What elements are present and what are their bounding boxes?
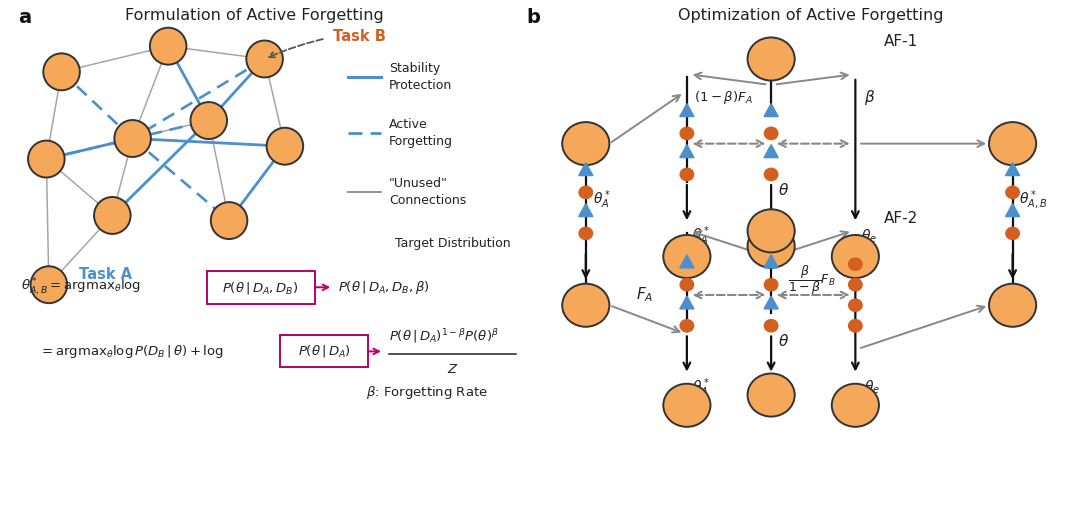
Polygon shape bbox=[1005, 163, 1020, 175]
Polygon shape bbox=[764, 104, 779, 116]
Circle shape bbox=[765, 320, 778, 332]
Text: Stability
Protection: Stability Protection bbox=[389, 62, 453, 92]
Text: $\theta^*_{A,B}$: $\theta^*_{A,B}$ bbox=[1020, 188, 1048, 212]
Circle shape bbox=[989, 122, 1036, 165]
Text: Task B: Task B bbox=[333, 29, 386, 45]
Circle shape bbox=[563, 284, 609, 327]
Circle shape bbox=[150, 28, 187, 65]
Text: $\theta^*_A$: $\theta^*_A$ bbox=[692, 225, 711, 247]
Polygon shape bbox=[764, 145, 779, 157]
Text: $P(\theta\,|\,D_A,D_B)$: $P(\theta\,|\,D_A,D_B)$ bbox=[222, 280, 299, 295]
Circle shape bbox=[849, 279, 862, 291]
Polygon shape bbox=[764, 296, 779, 309]
Text: Optimization of Active Forgetting: Optimization of Active Forgetting bbox=[677, 8, 943, 23]
Circle shape bbox=[765, 279, 778, 291]
Polygon shape bbox=[579, 163, 593, 175]
Polygon shape bbox=[1005, 204, 1020, 216]
Text: $P(\theta\,|\,D_A,D_B,\beta)$: $P(\theta\,|\,D_A,D_B,\beta)$ bbox=[338, 279, 430, 296]
Text: Task A: Task A bbox=[79, 267, 133, 282]
Circle shape bbox=[267, 128, 303, 165]
Polygon shape bbox=[679, 255, 694, 268]
Circle shape bbox=[747, 373, 795, 417]
Text: b: b bbox=[527, 8, 541, 27]
Text: $\theta^*_A$: $\theta^*_A$ bbox=[692, 376, 711, 399]
Circle shape bbox=[1005, 186, 1020, 199]
Circle shape bbox=[30, 266, 67, 303]
Circle shape bbox=[663, 384, 711, 427]
Text: $\theta$: $\theta$ bbox=[778, 182, 788, 198]
Polygon shape bbox=[679, 104, 694, 116]
Text: $\theta^*_A$: $\theta^*_A$ bbox=[593, 189, 610, 211]
Circle shape bbox=[43, 53, 80, 90]
Circle shape bbox=[747, 225, 795, 268]
Text: $\theta_e$: $\theta_e$ bbox=[864, 379, 880, 396]
Circle shape bbox=[849, 258, 862, 270]
Text: Target Distribution: Target Distribution bbox=[394, 237, 510, 250]
Text: $\theta$: $\theta$ bbox=[778, 333, 788, 349]
Circle shape bbox=[211, 202, 247, 239]
Circle shape bbox=[680, 279, 693, 291]
Circle shape bbox=[579, 227, 593, 240]
Text: $F_A$: $F_A$ bbox=[636, 286, 653, 304]
Text: AF-1: AF-1 bbox=[883, 33, 918, 49]
Text: $= \mathrm{argmax}_\theta \log P(D_B\,|\,\theta) + \log$: $= \mathrm{argmax}_\theta \log P(D_B\,|\… bbox=[39, 343, 224, 360]
Text: $Z$: $Z$ bbox=[447, 363, 458, 376]
Text: $\theta_e$: $\theta_e$ bbox=[861, 227, 877, 245]
Circle shape bbox=[28, 141, 65, 177]
Circle shape bbox=[765, 127, 778, 140]
Circle shape bbox=[94, 197, 131, 234]
Text: a: a bbox=[18, 8, 31, 27]
Circle shape bbox=[849, 320, 862, 332]
Polygon shape bbox=[679, 145, 694, 157]
Circle shape bbox=[663, 235, 711, 278]
Text: Active
Forgetting: Active Forgetting bbox=[389, 119, 453, 148]
Text: "Unused"
Connections: "Unused" Connections bbox=[389, 177, 467, 207]
Circle shape bbox=[579, 186, 593, 199]
Text: $\dfrac{\beta}{1-\beta}F_B$: $\dfrac{\beta}{1-\beta}F_B$ bbox=[788, 263, 836, 297]
Circle shape bbox=[114, 120, 151, 157]
Text: Formulation of Active Forgetting: Formulation of Active Forgetting bbox=[125, 8, 383, 23]
Circle shape bbox=[832, 384, 879, 427]
Text: $\beta$: Forgetting Rate: $\beta$: Forgetting Rate bbox=[366, 384, 488, 401]
Circle shape bbox=[747, 37, 795, 81]
Circle shape bbox=[680, 127, 693, 140]
Polygon shape bbox=[764, 255, 779, 268]
Circle shape bbox=[989, 284, 1036, 327]
Circle shape bbox=[246, 41, 283, 77]
Circle shape bbox=[765, 168, 778, 181]
Circle shape bbox=[747, 209, 795, 252]
Circle shape bbox=[849, 299, 862, 311]
Text: AF-2: AF-2 bbox=[883, 210, 918, 226]
Text: $(1-\beta)F_A$: $(1-\beta)F_A$ bbox=[693, 89, 753, 106]
Circle shape bbox=[190, 102, 227, 139]
Circle shape bbox=[563, 122, 609, 165]
Circle shape bbox=[1005, 227, 1020, 240]
Text: $P(\theta\,|\,D_A)$: $P(\theta\,|\,D_A)$ bbox=[298, 343, 351, 359]
Circle shape bbox=[680, 320, 693, 332]
Text: $\theta^*_{A,B} = \mathrm{argmax}_\theta \log$: $\theta^*_{A,B} = \mathrm{argmax}_\theta… bbox=[21, 277, 141, 298]
Circle shape bbox=[832, 235, 879, 278]
Polygon shape bbox=[679, 296, 694, 309]
Text: $\beta$: $\beta$ bbox=[864, 88, 875, 107]
Circle shape bbox=[680, 168, 693, 181]
Text: $P(\theta\,|\,D_A)^{1-\beta}P(\theta)^\beta$: $P(\theta\,|\,D_A)^{1-\beta}P(\theta)^\b… bbox=[389, 327, 499, 345]
Polygon shape bbox=[579, 204, 593, 216]
